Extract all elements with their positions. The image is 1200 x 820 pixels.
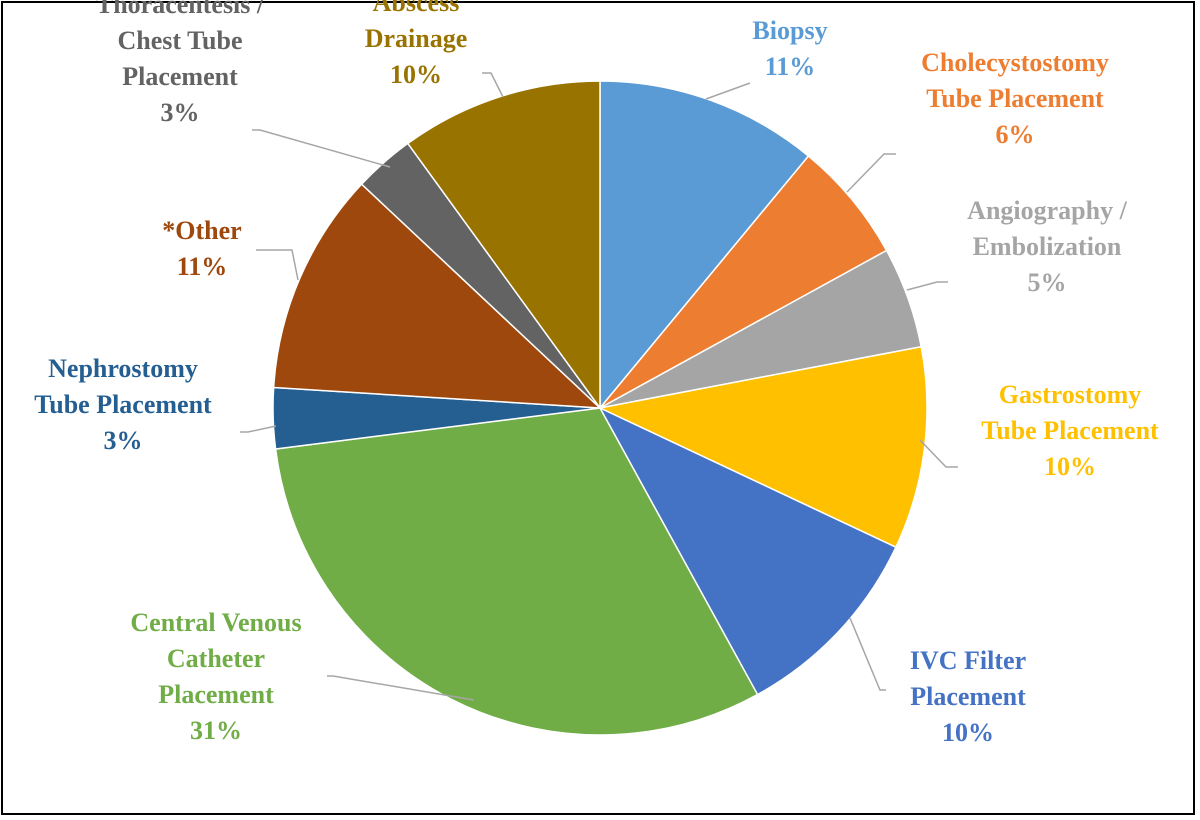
slice-label-line: Chest Tube (118, 26, 243, 55)
slice-label-line: Angiography / (967, 196, 1127, 225)
slice-label-line: Gastrostomy (999, 380, 1142, 409)
slice-label-4: IVC Filter Placement 10% (910, 646, 1026, 747)
slice-label-line: Embolization (973, 232, 1122, 261)
slice-label-8: Thoracentesis / Chest Tube Placement 3% (96, 0, 265, 127)
slice-percent: 10% (942, 718, 994, 747)
slice-label-line: Tube Placement (34, 390, 212, 419)
slice-percent: 31% (190, 716, 242, 745)
slice-percent: 10% (1044, 452, 1096, 481)
leader-line-8 (252, 129, 391, 168)
slice-percent: 3% (104, 426, 143, 455)
slice-label-3: Gastrostomy Tube Placement 10% (981, 380, 1159, 481)
slice-label-line: *Other (162, 216, 241, 245)
leader-line-5 (327, 675, 475, 701)
slice-label-0: Biopsy 11% (752, 16, 827, 81)
pie-slice-9 (406, 80, 601, 411)
leader-line-7 (256, 249, 299, 281)
slice-percent: 10% (390, 60, 442, 89)
leader-line-3 (919, 439, 958, 468)
slice-label-line: Abscess (373, 0, 460, 17)
slice-label-line: IVC Filter (910, 646, 1026, 675)
slice-label-7: *Other 11% (162, 216, 241, 281)
slice-percent: 6% (996, 120, 1035, 149)
leader-line-6 (240, 425, 277, 433)
slice-label-line: Cholecystostomy (921, 48, 1109, 77)
slice-label-line: Placement (910, 682, 1026, 711)
slice-label-line: Tube Placement (926, 84, 1104, 113)
slice-label-line: Nephrostomy (48, 354, 198, 383)
slice-label-line: Drainage (365, 24, 468, 53)
leader-line-9 (482, 72, 504, 98)
pie-slice-3 (597, 345, 928, 549)
slice-percent: 11% (765, 52, 816, 81)
leader-line-2 (906, 281, 948, 291)
slice-label-line: Catheter (167, 644, 265, 673)
pie-slice-5 (274, 407, 759, 736)
slice-label-line: Biopsy (752, 16, 827, 45)
slice-label-line: Central Venous (130, 608, 301, 637)
slice-label-line: Thoracentesis / (96, 0, 265, 19)
pie-slice-1 (599, 154, 888, 409)
slice-percent: 5% (1028, 268, 1067, 297)
slice-label-line: Placement (122, 62, 238, 91)
pie-slice-0 (599, 80, 810, 411)
slice-label-6: Nephrostomy Tube Placement 3% (34, 354, 212, 455)
slice-label-2: Angiography / Embolization 5% (967, 196, 1127, 297)
slice-label-5: Central Venous Catheter Placement 31% (130, 608, 301, 745)
leader-line-1 (846, 153, 896, 193)
slice-label-1: Cholecystostomy Tube Placement 6% (921, 48, 1109, 149)
pie-slice-4 (598, 406, 897, 696)
slice-label-line: Placement (158, 680, 274, 709)
slice-label-line: Tube Placement (981, 416, 1159, 445)
slice-percent: 3% (161, 98, 200, 127)
slice-label-9: Abscess Drainage 10% (365, 0, 468, 89)
leader-line-4 (849, 617, 886, 691)
leader-line-0 (705, 82, 751, 100)
slice-percent: 11% (177, 252, 228, 281)
pie-slice-7 (272, 183, 603, 409)
